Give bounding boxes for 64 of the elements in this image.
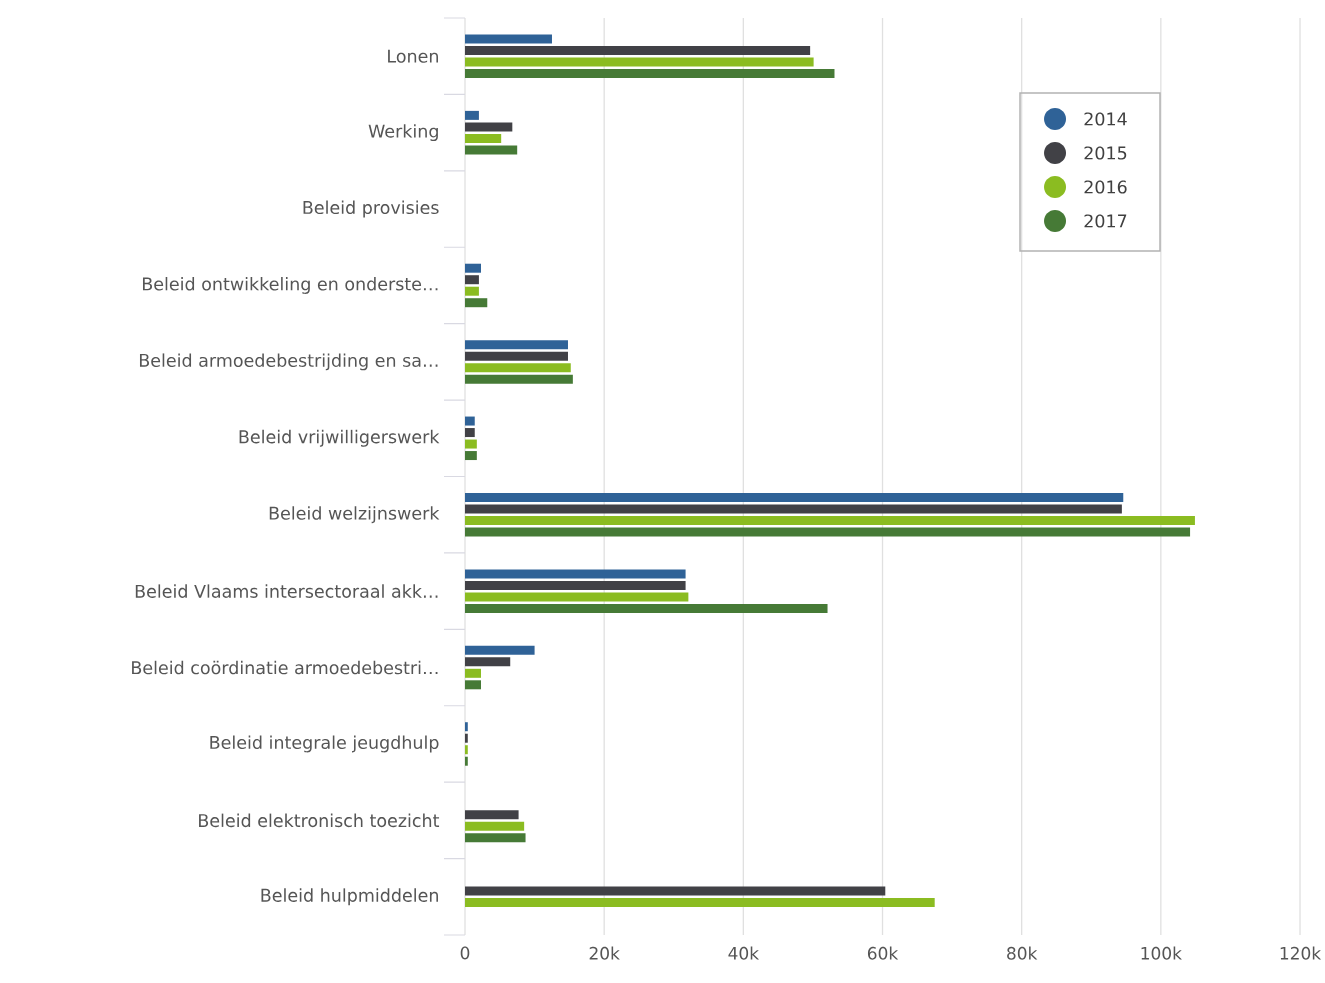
bar [465,810,519,820]
bar [465,745,468,755]
x-tick-label: 60k [867,946,899,960]
bar [465,515,1195,525]
bar [465,733,468,743]
x-tick-label: 80k [1007,946,1038,960]
y-tick-label: Beleid Vlaams intersectoraal akk… [135,584,438,598]
bar [465,833,526,843]
bar [465,351,568,361]
legend-label: 2017 [1084,214,1127,228]
bar [465,363,571,373]
bar [465,451,477,461]
bar [465,286,479,296]
bar [465,340,568,350]
y-tick-label: Beleid integrale jeugdhulp [210,735,439,753]
y-tick-label: Lonen [388,49,438,63]
x-tick-label: 20k [589,946,620,960]
bar [465,657,511,667]
legend-label: 2015 [1084,146,1127,160]
bar [465,492,1124,502]
bar [465,298,488,308]
bar [465,886,886,896]
bar [465,145,518,155]
x-tick-label: 40k [728,946,760,960]
bar [465,122,513,132]
y-tick-label: Beleid armoedebestrijding en sa… [139,353,438,371]
bar [465,68,835,78]
bar [465,110,479,120]
bar [465,416,475,426]
y-tick-label: Beleid ontwikkeling en onderste… [142,276,438,294]
legend-label: 2014 [1084,112,1127,126]
bar [465,374,573,384]
bar [465,34,552,44]
bar [465,504,1122,514]
y-tick-label: Werking [368,124,438,142]
legend-label: 2016 [1084,180,1127,194]
bar [465,57,814,67]
bar [465,133,502,143]
bar [465,275,479,285]
bar [465,603,828,613]
bar [465,580,686,590]
bar [465,821,525,831]
y-tick-label: Beleid elektronisch toezicht [199,813,440,828]
y-tick-label: Beleid hulpmiddelen [261,888,438,906]
x-tick-label: 100k [1141,946,1182,960]
x-tick-label: 0 [460,946,470,960]
y-tick-label: Beleid welzijnswerk [269,506,440,524]
x-tick-label: 120k [1280,946,1322,960]
y-tick-label: Beleid provisies [303,200,439,218]
bar [465,569,686,579]
bar [465,592,689,602]
bar [465,680,482,690]
bar [465,645,535,655]
y-tick-label: Beleid coördinatie armoedebestri… [132,660,438,675]
bar [465,263,482,273]
bar [465,527,1191,537]
bar [465,439,477,449]
bar [465,668,482,678]
bar [465,45,811,55]
bar [465,722,468,732]
bar [465,428,475,438]
bar [465,756,468,766]
bar [465,898,935,908]
y-tick-label: Beleid vrijwilligerswerk [239,429,440,447]
